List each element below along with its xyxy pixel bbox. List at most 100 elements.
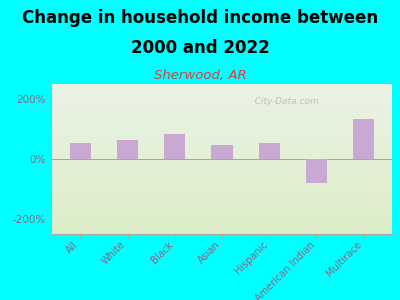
Bar (52, 138, 392, 139)
Bar (52, 117, 392, 118)
Bar (52, 205, 392, 206)
Bar (52, 184, 392, 185)
Bar (52, 118, 392, 119)
Bar (52, 85, 392, 86)
Bar (52, 105, 392, 106)
Bar (52, 134, 392, 135)
Bar (52, 108, 392, 109)
Bar (52, 180, 392, 181)
Bar (52, 185, 392, 186)
Bar (52, 190, 392, 191)
Bar (52, 206, 392, 207)
Bar (52, 181, 392, 182)
Bar (52, 228, 392, 229)
Bar (52, 88, 392, 89)
Bar (52, 112, 392, 113)
Text: Change in household income between: Change in household income between (22, 9, 378, 27)
Bar (52, 131, 392, 132)
Bar (52, 166, 392, 167)
Bar (52, 127, 392, 128)
Bar (52, 214, 392, 215)
Bar (52, 132, 392, 133)
Bar (52, 116, 392, 117)
Bar (52, 95, 392, 96)
Bar (52, 229, 392, 230)
Bar (52, 199, 392, 200)
Bar (52, 120, 392, 121)
Bar (52, 148, 392, 149)
Text: Sherwood, AR: Sherwood, AR (154, 69, 246, 82)
Bar (52, 195, 392, 196)
Bar (52, 96, 392, 97)
Bar (52, 144, 392, 145)
Bar (52, 231, 392, 232)
Bar (52, 224, 392, 225)
Bar (52, 124, 392, 125)
Bar (52, 157, 392, 158)
Bar (52, 213, 392, 214)
Bar (52, 197, 392, 198)
Bar (52, 169, 392, 170)
Bar (52, 186, 392, 187)
Bar (52, 217, 392, 218)
Bar (52, 154, 392, 155)
Bar (52, 222, 392, 223)
Bar (52, 84, 392, 85)
Bar (52, 175, 392, 176)
Bar (52, 164, 392, 165)
Bar (52, 210, 392, 211)
Bar (52, 90, 392, 91)
Bar (52, 89, 392, 90)
Bar (52, 107, 392, 108)
Bar (52, 167, 392, 168)
Bar (52, 141, 392, 142)
Bar (52, 121, 392, 122)
Bar (52, 147, 392, 148)
Bar (52, 182, 392, 183)
Bar (52, 219, 392, 220)
Bar (52, 101, 392, 102)
Bar (52, 171, 392, 172)
Bar (52, 208, 392, 209)
Bar (52, 165, 392, 166)
Text: 2000 and 2022: 2000 and 2022 (131, 39, 269, 57)
Bar (52, 160, 392, 161)
Bar (52, 161, 392, 162)
Bar (353, 118, 374, 159)
Bar (52, 128, 392, 129)
Bar (52, 94, 392, 95)
Bar (52, 188, 392, 189)
Bar (52, 129, 392, 130)
Bar (52, 204, 392, 205)
Bar (52, 178, 392, 179)
Bar (52, 126, 392, 127)
Bar (52, 136, 392, 137)
Bar (52, 130, 392, 131)
Bar (52, 93, 392, 94)
Bar (52, 230, 392, 231)
Bar (52, 193, 392, 194)
Bar (52, 174, 392, 175)
Bar (52, 211, 392, 212)
Bar (52, 87, 392, 88)
Bar (52, 152, 392, 153)
Bar (52, 142, 392, 143)
Bar (52, 201, 392, 202)
Bar (52, 169, 392, 170)
Bar (52, 153, 392, 154)
Bar (52, 232, 392, 233)
Bar (52, 149, 392, 150)
Bar (52, 218, 392, 219)
Bar (52, 183, 392, 184)
Bar (52, 99, 392, 100)
Bar (211, 145, 233, 159)
Bar (52, 133, 392, 134)
Bar (52, 109, 392, 110)
Bar (52, 215, 392, 216)
Bar (52, 198, 392, 199)
Bar (52, 227, 392, 228)
Bar (52, 168, 392, 169)
Bar (52, 111, 392, 112)
Bar (52, 200, 392, 201)
Bar (52, 209, 392, 210)
